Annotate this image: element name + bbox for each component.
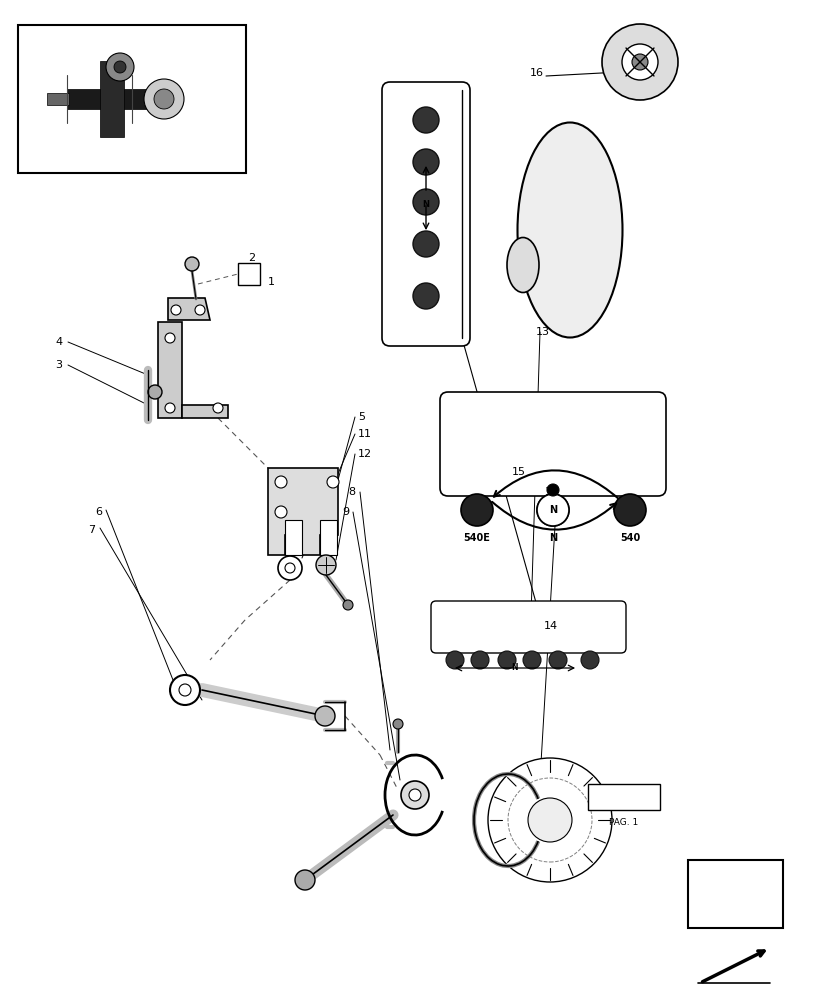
Text: 540: 540 xyxy=(619,533,639,543)
Circle shape xyxy=(413,149,438,175)
Text: 3: 3 xyxy=(55,360,62,370)
Circle shape xyxy=(170,675,200,705)
Polygon shape xyxy=(182,405,227,418)
Circle shape xyxy=(316,555,336,575)
Circle shape xyxy=(144,79,184,119)
Circle shape xyxy=(195,305,205,315)
FancyBboxPatch shape xyxy=(439,392,665,496)
Text: 14: 14 xyxy=(543,621,557,631)
Circle shape xyxy=(393,719,403,729)
Circle shape xyxy=(487,758,611,882)
Circle shape xyxy=(413,283,438,309)
Text: 11: 11 xyxy=(357,429,371,439)
Bar xyxy=(18,25,246,173)
Text: N: N xyxy=(548,533,557,543)
Circle shape xyxy=(523,651,540,669)
Polygon shape xyxy=(268,468,337,555)
Circle shape xyxy=(528,798,571,842)
Circle shape xyxy=(171,305,181,315)
Circle shape xyxy=(284,563,294,573)
Text: N: N xyxy=(422,200,429,209)
Circle shape xyxy=(631,54,648,70)
Text: 16: 16 xyxy=(529,68,543,78)
Circle shape xyxy=(548,651,566,669)
Circle shape xyxy=(154,89,174,109)
Circle shape xyxy=(165,403,174,413)
Polygon shape xyxy=(168,298,210,320)
Text: 540E: 540E xyxy=(463,533,490,543)
Bar xyxy=(687,860,782,928)
Circle shape xyxy=(275,476,287,488)
Circle shape xyxy=(278,556,302,580)
Text: 9: 9 xyxy=(342,507,349,517)
Circle shape xyxy=(614,494,645,526)
Circle shape xyxy=(148,385,162,399)
Text: 10: 10 xyxy=(544,487,558,497)
FancyBboxPatch shape xyxy=(381,82,470,346)
Bar xyxy=(47,93,69,105)
Text: 4: 4 xyxy=(55,337,62,347)
Circle shape xyxy=(621,44,657,80)
Circle shape xyxy=(114,61,126,73)
Text: N: N xyxy=(548,505,557,515)
Ellipse shape xyxy=(506,237,538,292)
Circle shape xyxy=(581,651,598,669)
Circle shape xyxy=(537,494,568,526)
Circle shape xyxy=(409,789,420,801)
Circle shape xyxy=(342,600,352,610)
Circle shape xyxy=(413,231,438,257)
Circle shape xyxy=(446,651,463,669)
Circle shape xyxy=(497,651,515,669)
Circle shape xyxy=(165,333,174,343)
Circle shape xyxy=(400,781,428,809)
Circle shape xyxy=(275,506,287,518)
Text: 5: 5 xyxy=(357,412,365,422)
Polygon shape xyxy=(284,520,302,555)
Circle shape xyxy=(413,189,438,215)
Circle shape xyxy=(547,484,558,496)
Bar xyxy=(67,89,157,109)
Circle shape xyxy=(294,870,314,890)
Circle shape xyxy=(184,257,198,271)
Text: 8: 8 xyxy=(347,487,355,497)
Circle shape xyxy=(314,706,335,726)
Text: PAG. 1: PAG. 1 xyxy=(609,818,638,827)
Circle shape xyxy=(461,494,492,526)
Circle shape xyxy=(179,684,191,696)
Polygon shape xyxy=(158,322,182,418)
Text: 7: 7 xyxy=(88,525,95,535)
Circle shape xyxy=(601,24,677,100)
Circle shape xyxy=(106,53,134,81)
Text: 1: 1 xyxy=(268,277,275,287)
Circle shape xyxy=(327,476,338,488)
Polygon shape xyxy=(319,520,337,555)
Circle shape xyxy=(471,651,489,669)
Text: 13: 13 xyxy=(535,327,549,337)
Bar xyxy=(237,263,260,285)
Text: 15: 15 xyxy=(511,467,525,477)
Bar xyxy=(587,784,659,810)
Ellipse shape xyxy=(517,123,622,338)
Circle shape xyxy=(213,403,222,413)
Text: 2: 2 xyxy=(248,253,255,263)
Text: 6: 6 xyxy=(95,507,102,517)
Text: 12: 12 xyxy=(357,449,371,459)
Text: N: N xyxy=(511,664,518,672)
Circle shape xyxy=(537,494,568,526)
Circle shape xyxy=(413,107,438,133)
FancyBboxPatch shape xyxy=(431,601,625,653)
Bar xyxy=(100,61,124,137)
